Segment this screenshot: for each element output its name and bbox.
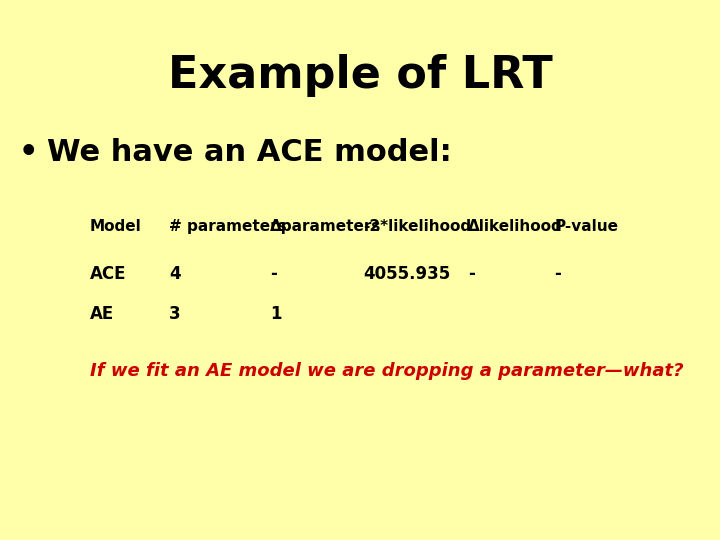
Text: P-value: P-value [554,219,618,234]
Text: We have an ACE model:: We have an ACE model: [47,138,451,167]
Text: 4055.935: 4055.935 [364,265,451,282]
Text: Δparameters: Δparameters [270,219,382,234]
Text: -: - [468,265,475,282]
Text: Δlikelihood: Δlikelihood [468,219,563,234]
Text: ACE: ACE [90,265,127,282]
Text: -: - [554,265,562,282]
Text: AE: AE [90,305,114,323]
Text: -: - [270,265,277,282]
Text: 1: 1 [270,305,282,323]
Text: # parameters: # parameters [169,219,287,234]
Text: 3: 3 [169,305,181,323]
Text: Model: Model [90,219,142,234]
Text: Example of LRT: Example of LRT [168,54,552,97]
Text: 4: 4 [169,265,181,282]
Text: If we fit an AE model we are dropping a parameter—what?: If we fit an AE model we are dropping a … [90,362,683,380]
Text: -2*likelihood: -2*likelihood [364,219,472,234]
Text: •: • [19,138,39,167]
